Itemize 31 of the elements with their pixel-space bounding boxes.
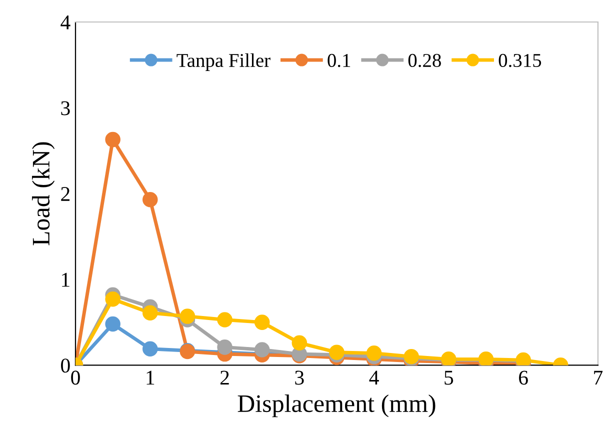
y-tick-label: 1 [62,272,70,287]
y-tick-label: 0 [61,358,70,373]
point [142,192,158,208]
point [217,312,232,328]
point [142,341,158,357]
x-tick-label: 7 [594,370,603,385]
x-tick-label: 3 [295,370,304,385]
point [254,314,270,330]
legend-label: 0.1 [328,54,350,68]
legend-label: 0.28 [408,54,441,68]
x-tick-label: 5 [444,370,454,385]
x-tick-label: 2 [220,370,229,385]
point [292,335,308,351]
point [217,340,232,355]
point [142,305,158,320]
y-tick-label: 2 [61,187,70,201]
y-tick-label: 4 [60,16,70,30]
x-tick-label: 1 [146,370,154,385]
x-axis-title: Displacement (mm) [238,394,436,418]
x-tick-label: 0 [71,370,80,385]
legend-label: Tanpa Filler [176,53,270,71]
point [105,132,120,148]
x-tick-label: 4 [369,370,379,385]
legend-label: 0.315 [498,54,542,68]
point [254,342,270,358]
point [180,308,196,324]
y-axis-title: Load (kN) [32,142,55,246]
y-tick-label: 3 [61,101,70,116]
point [105,316,120,332]
point [105,291,120,307]
x-tick-label: 6 [519,370,528,385]
